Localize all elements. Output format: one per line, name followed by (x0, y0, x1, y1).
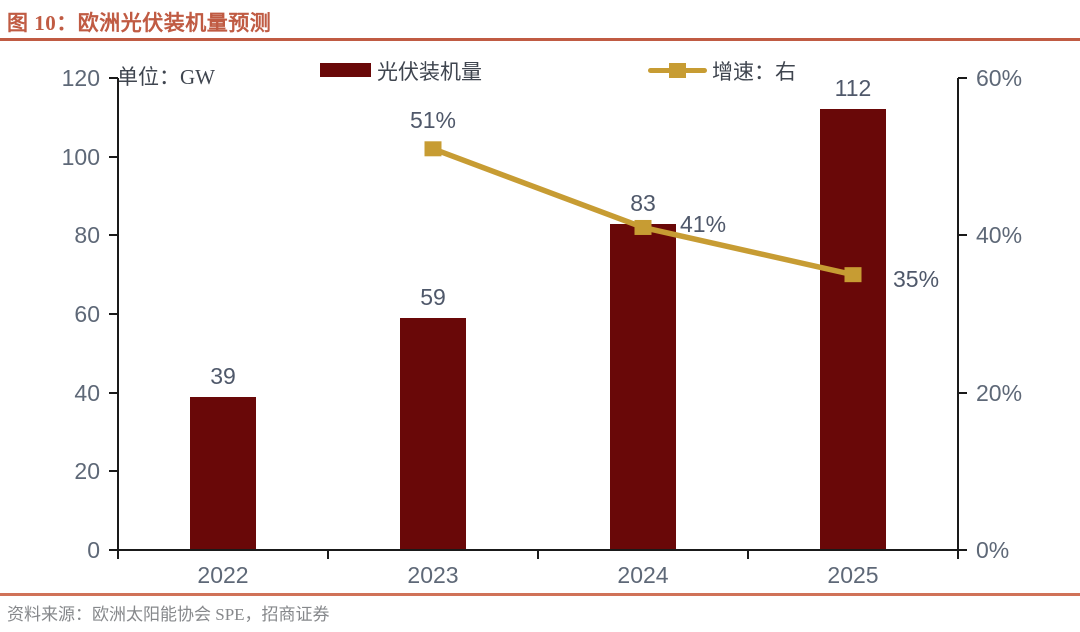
bar-2023 (400, 317, 466, 549)
left-axis-tick-label: 120 (61, 65, 100, 91)
right-axis-tick-label: 40% (976, 222, 1023, 249)
right-axis-tick (958, 77, 967, 79)
left-axis-tick (109, 234, 118, 237)
x-axis-category-label: 2024 (617, 562, 669, 588)
left-axis-tick-label: 80 (74, 222, 100, 249)
source-divider (0, 593, 1080, 596)
bar-2022 (190, 396, 256, 549)
right-axis-line (957, 78, 959, 552)
line-data-label: 51% (409, 106, 457, 133)
bar-2025 (820, 109, 886, 549)
x-axis-category-label: 2023 (407, 562, 459, 588)
right-axis-tick (958, 549, 967, 551)
left-axis-tick (109, 77, 118, 79)
line-data-label: 41% (680, 211, 727, 238)
bar-2024 (610, 223, 676, 549)
bar-value-label: 112 (834, 75, 872, 102)
growth-rate-line-chart (424, 141, 862, 283)
left-axis-tick (109, 549, 118, 551)
left-axis-tick-label: 20 (74, 458, 100, 485)
line-legend-square-marker (669, 63, 686, 78)
left-axis-tick-label: 100 (61, 143, 100, 170)
x-axis-tick (327, 550, 329, 559)
x-axis-tick (537, 550, 539, 559)
left-axis-tick (109, 470, 118, 473)
title-underline (0, 38, 1080, 41)
bar-value-label: 83 (630, 189, 656, 216)
figure-title: 图 10：欧洲光伏装机量预测 (7, 11, 272, 35)
x-axis-category-label: 2025 (827, 562, 879, 588)
right-axis-tick (958, 391, 967, 394)
left-axis-unit-label: 单位：GW (117, 65, 215, 89)
line-legend-label: 增速：右 (712, 60, 796, 84)
line-square-marker (424, 141, 442, 157)
x-axis-category-label: 2022 (197, 562, 249, 588)
left-axis-line (117, 78, 119, 552)
source-note: 资料来源：欧洲太阳能协会 SPE，招商证券 (7, 605, 330, 624)
left-axis-tick (109, 155, 118, 158)
x-axis-tick (957, 550, 959, 559)
left-axis-tick-label: 0 (87, 537, 100, 563)
bar-legend-label: 光伏装机量 (377, 60, 482, 84)
x-axis-tick (117, 550, 119, 559)
right-axis-tick (958, 234, 967, 237)
line-data-label: 35% (893, 265, 940, 292)
left-axis-tick-label: 60 (74, 301, 100, 327)
right-axis-tick-label: 0% (976, 537, 1010, 563)
left-axis-tick (109, 313, 118, 315)
right-axis-tick-label: 60% (976, 65, 1023, 91)
bar-value-label: 39 (210, 362, 236, 389)
right-axis-tick-label: 20% (976, 379, 1023, 406)
x-axis-tick (747, 550, 749, 559)
bar-legend-swatch (320, 63, 371, 77)
left-axis-tick (109, 391, 118, 394)
chart-area: 单位：GW 光伏装机量 增速：右 0 20 40 60 80 100 120 0% 20% 40%… (0, 42, 1080, 590)
left-axis-tick-label: 40 (74, 379, 100, 406)
bar-value-label: 59 (420, 283, 446, 310)
